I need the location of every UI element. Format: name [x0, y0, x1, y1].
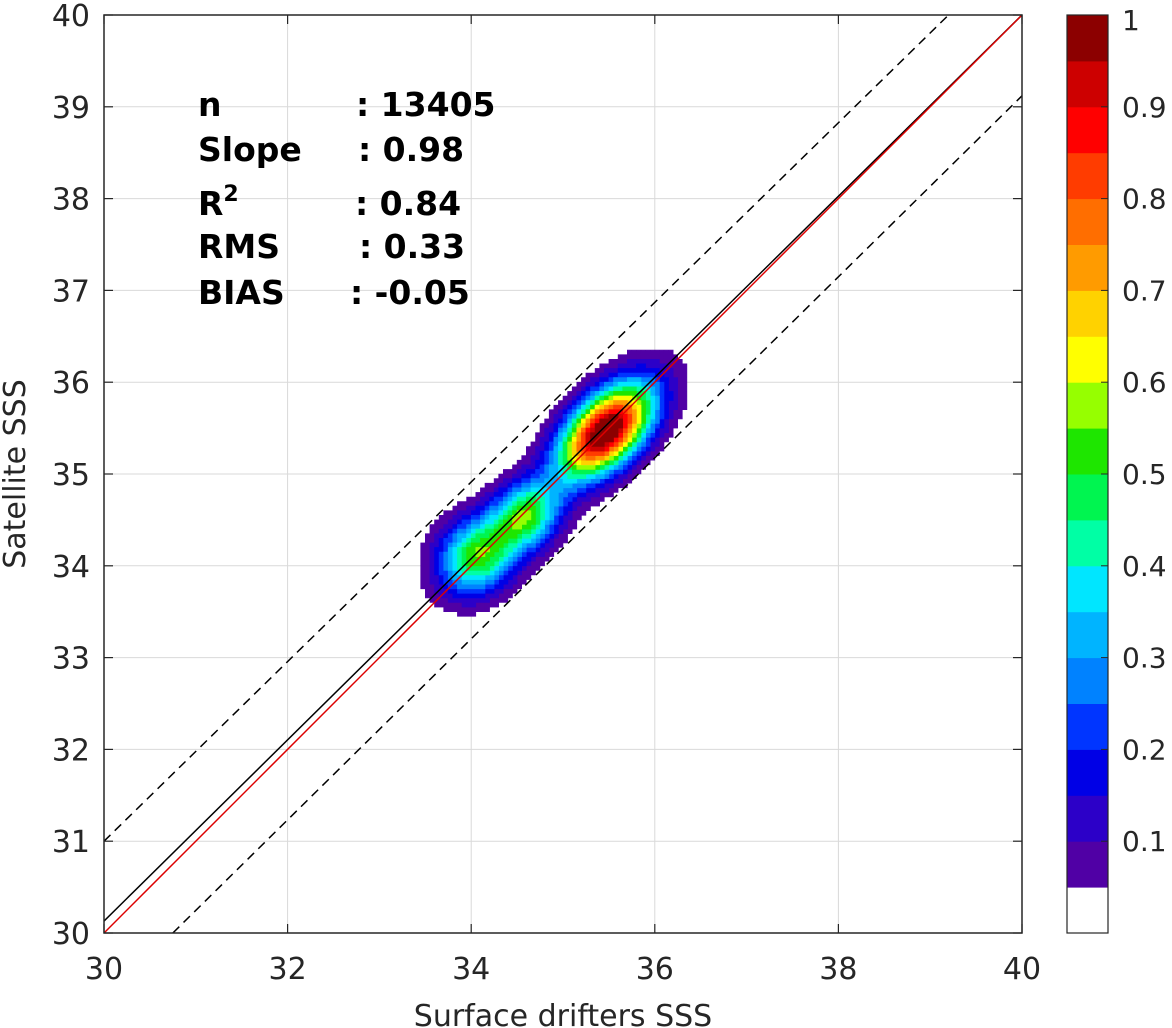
colorbar-tick-label: 0.7	[1122, 274, 1167, 307]
colorbar-swatch	[1067, 749, 1108, 796]
axis-ticks: 30 32 34 36 38 40 30 31 32 33 34 35 36 37 38 39 40	[52, 0, 1041, 987]
colorbar-tick-label: 0.5	[1122, 458, 1167, 491]
colorbar-swatch	[1067, 474, 1108, 521]
colorbar-tick-label: 0.4	[1122, 550, 1167, 583]
colorbar-tick-label: 0.2	[1122, 733, 1167, 766]
upper-bound-line	[104, 15, 950, 842]
stats-annotation: n : 13405 Slope : 0.98 R2 : 0.84 RMS : 0.33 BIAS…	[198, 85, 496, 312]
colorbar-swatch	[1067, 795, 1108, 842]
y-tick-label: 39	[52, 91, 90, 126]
colorbar-swatch	[1067, 382, 1108, 429]
colorbar-swatch	[1067, 657, 1108, 704]
colorbar-swatch	[1067, 60, 1108, 108]
colorbar-swatch	[1067, 290, 1108, 337]
y-tick-label: 38	[52, 183, 90, 218]
colorbar-tick-label: 1	[1122, 4, 1140, 37]
colorbar-swatch	[1067, 841, 1108, 888]
colorbar-swatch	[1067, 15, 1108, 62]
y-tick-label: 36	[52, 366, 90, 401]
reference-lines	[104, 15, 1022, 933]
stat-label: n	[198, 85, 222, 124]
stat-label: Slope	[198, 130, 302, 169]
colorbar-swatch	[1067, 106, 1108, 154]
y-tick-label: 33	[52, 642, 90, 677]
y-tick-label: 32	[52, 733, 90, 768]
x-tick-label: 36	[636, 952, 674, 987]
colorbar-tick-label: 0.3	[1122, 642, 1167, 675]
colorbar-swatch	[1067, 519, 1108, 567]
y-tick-label: 37	[52, 274, 90, 309]
x-tick-label: 34	[452, 952, 490, 987]
grid	[103, 14, 1023, 934]
regression-line	[104, 15, 1022, 933]
colorbar-swatch	[1067, 611, 1108, 659]
y-tick-label: 35	[52, 458, 90, 493]
y-tick-label: 31	[52, 825, 90, 860]
colorbar-swatch	[1067, 336, 1108, 383]
x-tick-label: 32	[269, 952, 307, 987]
colorbar-tick-label: 0.1	[1122, 825, 1167, 858]
colorbar: 0.1 0.2 0.3 0.4 0.5 0.6 0.7 0.8 0.9 1	[1066, 4, 1167, 934]
colorbar-tick-label: 0.8	[1122, 183, 1167, 216]
colorbar-swatch	[1067, 244, 1108, 291]
stat-value: : 0.98	[358, 130, 464, 169]
stat-value: : 0.33	[359, 227, 465, 266]
x-axis-label: Surface drifters SSS	[414, 999, 712, 1028]
y-tick-label: 40	[52, 0, 90, 34]
stat-value: : 0.84	[355, 184, 461, 223]
y-axis-label: Satellite SSS	[0, 379, 33, 569]
x-tick-label: 30	[85, 952, 123, 987]
x-tick-label: 40	[1003, 952, 1041, 987]
colorbar-tick-label: 0.6	[1122, 366, 1167, 399]
stat-value: : 13405	[356, 85, 496, 124]
y-tick-label: 34	[52, 550, 90, 585]
identity-line	[104, 15, 1022, 922]
stat-label: RMS	[198, 227, 280, 266]
stat-label: BIAS	[198, 273, 285, 312]
colorbar-swatch	[1067, 428, 1108, 475]
colorbar-swatch	[1067, 198, 1108, 245]
x-tick-label: 38	[819, 952, 857, 987]
stat-value: : -0.05	[350, 273, 470, 312]
lower-bound-line	[172, 95, 1022, 933]
colorbar-swatch	[1067, 703, 1108, 750]
colorbar-swatch	[1067, 565, 1108, 613]
y-tick-label: 30	[52, 917, 90, 952]
colorbar-tick-label: 0.9	[1122, 91, 1167, 124]
colorbar-swatch	[1067, 887, 1108, 934]
stat-label: R2	[198, 182, 239, 223]
colorbar-swatch	[1067, 152, 1108, 200]
